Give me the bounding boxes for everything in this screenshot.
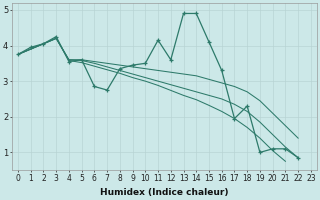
X-axis label: Humidex (Indice chaleur): Humidex (Indice chaleur): [100, 188, 229, 197]
